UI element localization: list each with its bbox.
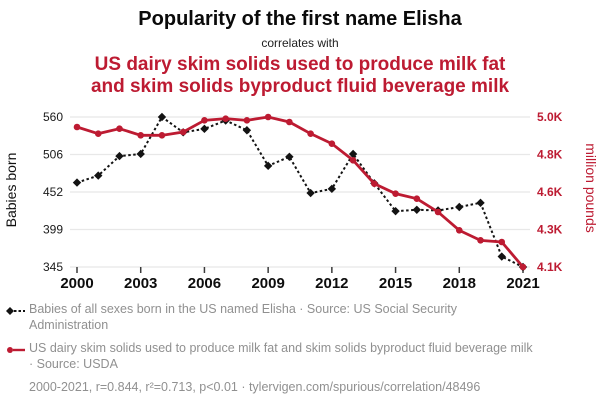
- legend-label-babies: Babies of all sexes born in the US named…: [29, 302, 457, 332]
- right-axis-tick-label: 4.8K: [537, 148, 563, 162]
- data-point-circle: [392, 190, 399, 197]
- data-point-circle: [286, 118, 293, 126]
- legend-label-skim-solids: US dairy skim solids used to produce mil…: [29, 341, 533, 371]
- correlates-with-text: correlates with: [261, 36, 339, 50]
- data-point-circle: [243, 117, 251, 124]
- data-point-circle: [137, 132, 145, 139]
- data-point-circle: [371, 180, 378, 187]
- data-point-diamond: [200, 124, 209, 134]
- data-point-diamond: [94, 171, 103, 180]
- chart-header: Popularity of the first name Elisha corr…: [0, 6, 600, 98]
- right-axis-title: million pounds: [583, 143, 599, 233]
- data-point-diamond: [72, 178, 82, 187]
- data-point-diamond: [115, 151, 124, 161]
- data-point-circle: [519, 263, 527, 271]
- data-point-circle: [73, 123, 81, 131]
- data-point-circle: [498, 238, 506, 246]
- data-point-diamond: [306, 188, 315, 198]
- legend: Babies of all sexes born in the US named…: [6, 302, 566, 395]
- data-point-diamond: [157, 112, 167, 122]
- x-axis-tick-label: 2006: [188, 275, 221, 292]
- data-point-diamond: [412, 205, 422, 214]
- data-point-circle: [434, 208, 442, 216]
- data-point-circle: [201, 117, 208, 124]
- data-point-diamond: [136, 149, 145, 159]
- data-point-circle: [264, 113, 272, 121]
- x-axis-tick-label: 2000: [60, 275, 93, 292]
- data-point-circle: [455, 227, 463, 234]
- data-point-diamond: [242, 126, 252, 135]
- red-solid-series-icon: [7, 347, 25, 353]
- x-axis-tick-label: 2015: [379, 275, 412, 292]
- data-point-circle: [222, 115, 229, 122]
- dual-axis-line-chart: 560 5.0K 506 4.8K 452 4.6K 399 4.3K 345 4.1K 2000 2…: [3, 110, 599, 292]
- left-axis-title: Babies born: [3, 153, 19, 228]
- data-point-circle: [477, 237, 484, 244]
- data-point-circle: [116, 125, 123, 132]
- data-point-diamond: [455, 202, 464, 212]
- legend-item-skim-solids: US dairy skim solids used to produce mil…: [6, 341, 566, 372]
- series-line-1: [76, 115, 525, 268]
- data-point-diamond: [476, 198, 485, 208]
- data-point-circle: [413, 195, 421, 202]
- data-point-diamond: [285, 152, 294, 161]
- data-point-diamond: [263, 161, 273, 171]
- page-title: Popularity of the first name Elisha: [138, 8, 462, 30]
- data-point-diamond: [327, 184, 337, 194]
- left-axis-tick-label: 345: [43, 260, 63, 274]
- left-axis-tick-label: 399: [43, 223, 63, 237]
- black-dashed-series-icon: [6, 307, 25, 315]
- x-axis-tick-label: 2018: [443, 275, 476, 292]
- left-axis-tick-label: 560: [43, 110, 63, 124]
- x-axis-tick-label: 2009: [251, 275, 284, 292]
- data-point-circle: [158, 132, 166, 139]
- correlated-variable-title-line2: and skim solids byproduct fluid beverage…: [90, 76, 510, 97]
- x-axis-tick-label: 2003: [124, 275, 157, 292]
- left-axis-tick-label: 506: [43, 148, 63, 162]
- data-point-diamond: [391, 206, 400, 216]
- right-axis-tick-label: 4.3K: [537, 223, 563, 237]
- correlated-variable-title-line1: US dairy skim solids used to produce mil…: [94, 54, 506, 75]
- data-point-circle: [328, 140, 336, 147]
- data-point-circle: [179, 128, 187, 136]
- left-axis-tick-label: 452: [43, 185, 63, 199]
- data-point-circle: [94, 130, 102, 137]
- correlated-variable-title: US dairy skim solids used to produce mil…: [0, 54, 600, 98]
- data-point-circle: [307, 130, 314, 137]
- stats-footnote: 2000-2021, r=0.844, r²=0.713, p<0.01 · t…: [29, 380, 481, 394]
- data-point-circle: [349, 157, 357, 164]
- data-point-diamond: [497, 252, 506, 261]
- x-axis-tick-label: 2021: [506, 275, 539, 292]
- right-axis-tick-label: 4.6K: [537, 185, 563, 199]
- right-axis-tick-label: 5.0K: [537, 110, 563, 124]
- right-axis-tick-label: 4.1K: [537, 260, 563, 274]
- x-axis-tick-label: 2012: [315, 275, 348, 292]
- legend-item-babies: Babies of all sexes born in the US named…: [6, 302, 566, 333]
